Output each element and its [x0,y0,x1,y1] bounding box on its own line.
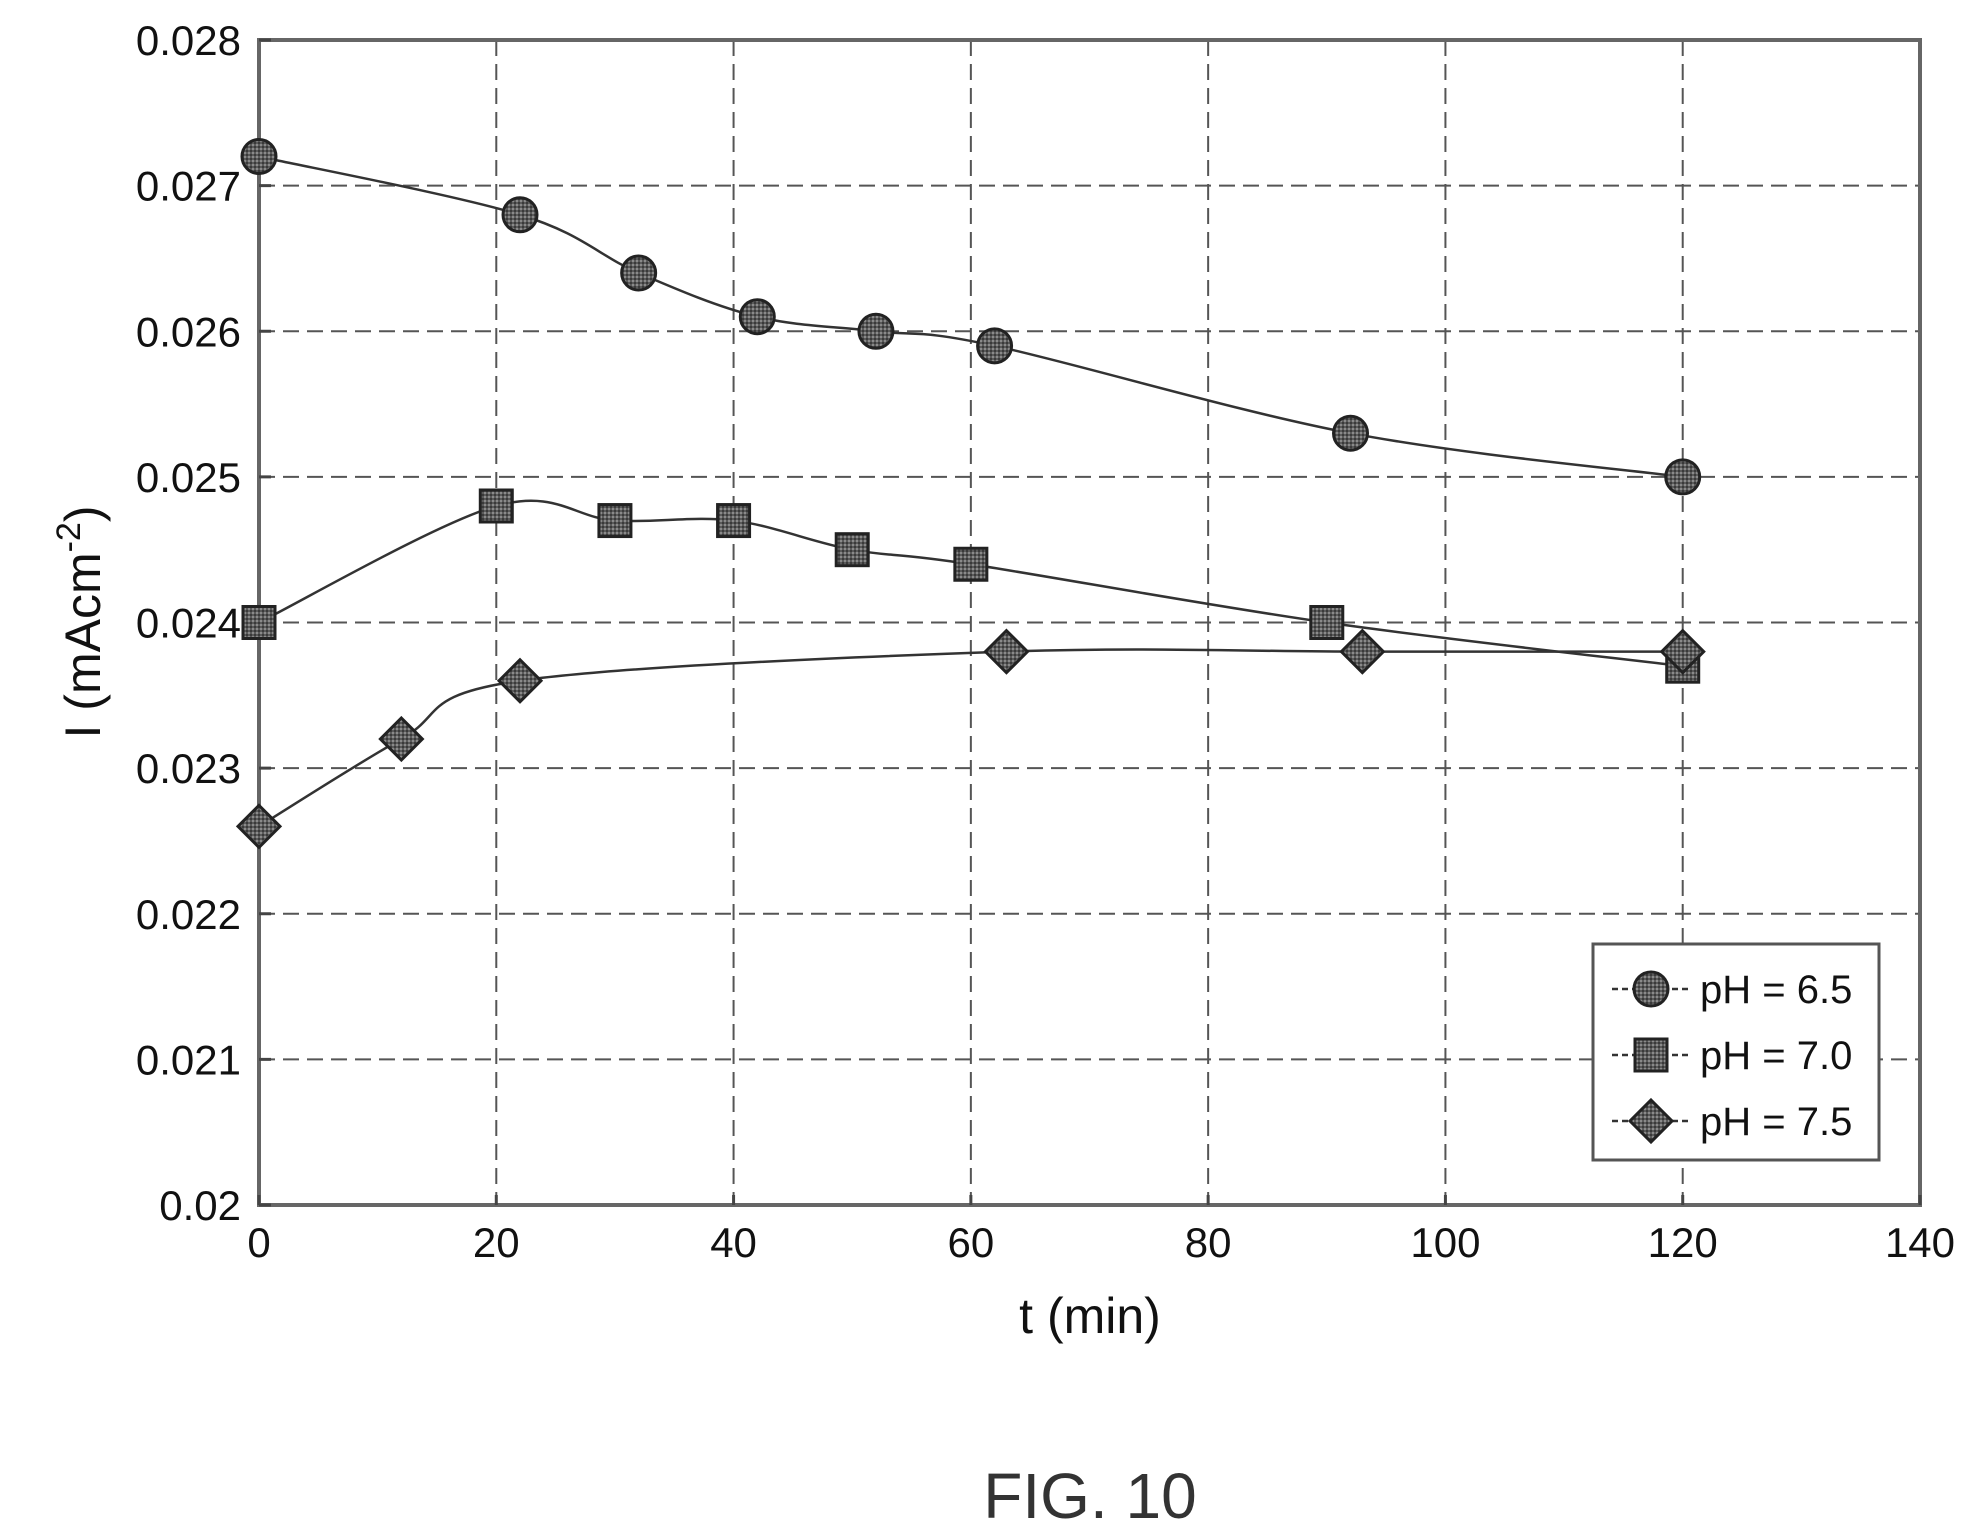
y-axis-label-main: I (mAcm [55,552,111,738]
y-tick-label: 0.024 [136,600,241,647]
data-point-diamond [496,657,544,704]
x-tick-label: 80 [1185,1219,1232,1266]
y-tick-label: 0.028 [136,17,241,64]
data-point-circle [620,254,658,292]
y-axis-ticks: 0.02 0.021 0.022 0.023 0.024 0.025 0.026 0.027 0… [136,17,271,1229]
y-tick-label: 0.025 [136,454,241,501]
data-point-square [1309,605,1345,640]
data-point-square [478,488,514,524]
data-point-circle [240,138,278,175]
x-tick-label: 100 [1410,1219,1480,1266]
y-tick-label: 0.027 [136,163,241,210]
x-tick-label: 140 [1885,1219,1955,1266]
legend-marker-square [1633,1037,1669,1073]
x-axis-label: t (min) [1019,1288,1161,1344]
x-tick-label: 40 [710,1219,757,1266]
data-point-circle [857,312,895,350]
data-point-circle [976,327,1014,365]
data-point-diamond [1339,628,1386,675]
series-markers [235,138,1706,850]
y-axis-label-superscript: -2 [50,522,88,552]
x-tick-label: 0 [247,1219,270,1266]
data-point-diamond [1659,628,1706,675]
data-point-circle [1664,458,1702,496]
data-point-circle [738,298,776,336]
legend-label: pH = 7.5 [1700,1100,1852,1144]
legend-label: pH = 7.0 [1700,1034,1852,1078]
legend: pH = 6.5 pH = 7.0 pH = 7.5 [1591,942,1881,1162]
data-point-diamond [378,715,425,763]
grid [259,40,1920,1205]
y-axis-label-close: ) [55,506,111,523]
legend-label: pH = 6.5 [1700,968,1852,1012]
y-tick-label: 0.026 [136,308,241,355]
x-tick-label: 120 [1648,1219,1718,1266]
y-tick-label: 0.022 [136,891,241,938]
x-tick-label: 60 [947,1219,994,1266]
x-tick-label: 20 [473,1219,520,1266]
data-point-circle [501,196,539,234]
legend-marker-diamond [1627,1097,1675,1145]
y-axis-label: I (mAcm-2) [50,506,111,739]
data-point-square [834,532,870,568]
data-point-square [953,546,989,582]
data-point-diamond [983,628,1030,675]
figure-label: FIG. 10 [983,1460,1196,1532]
y-tick-label: 0.023 [136,745,241,792]
data-point-diamond [235,803,283,850]
legend-marker-circle [1632,970,1670,1008]
y-tick-label: 0.02 [159,1182,241,1229]
data-point-square [716,503,752,539]
data-point-circle [1332,414,1370,452]
data-point-square [241,605,277,640]
y-tick-label: 0.021 [136,1036,241,1083]
x-axis-ticks: 0 20 40 60 80 100 120 140 [247,1195,1955,1266]
data-point-square [597,503,633,539]
